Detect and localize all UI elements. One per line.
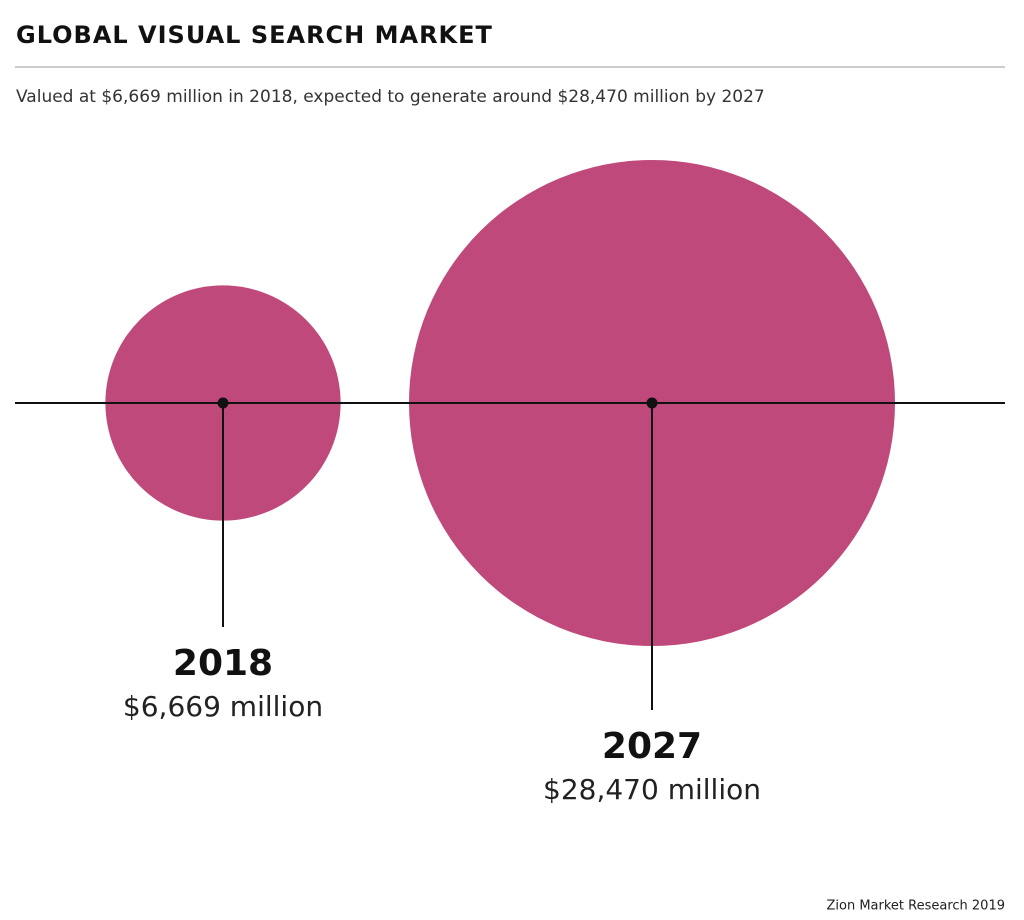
chart-title: GLOBAL VISUAL SEARCH MARKET [16,21,493,49]
value-label: $28,470 million [543,773,761,806]
chart-subtitle: Valued at $6,669 million in 2018, expect… [16,87,765,107]
category-label: 2018 [173,643,273,684]
value-label: $6,669 million [123,690,323,723]
center-dot [217,397,229,409]
category-label: 2027 [602,726,702,767]
center-dot [646,397,658,409]
source: Zion Market Research 2019 [826,899,1005,914]
